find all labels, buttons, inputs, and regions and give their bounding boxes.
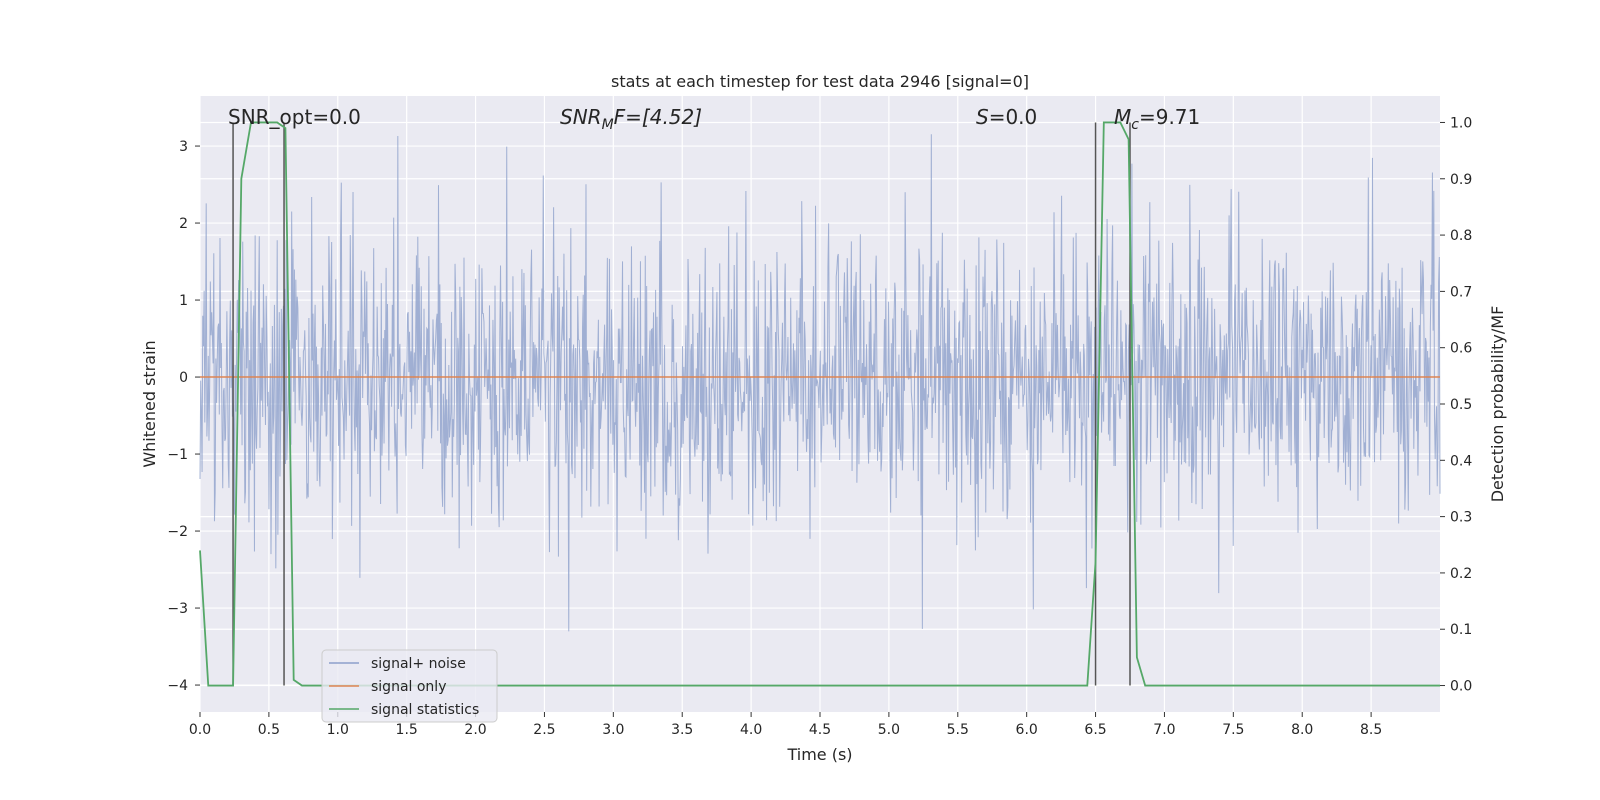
y2-tick-label: 0.9 <box>1450 172 1472 188</box>
annotation-snr-opt: SNR_opt=0.0 <box>228 105 361 129</box>
chart-title: stats at each timestep for test data 294… <box>611 72 1029 91</box>
y2-tick-label: 0.6 <box>1450 341 1472 357</box>
y-tick-label: 2 <box>179 216 188 232</box>
y-tick-label: 1 <box>179 293 188 309</box>
legend-label-signal-only: signal only <box>371 679 446 695</box>
y-tick-label: −1 <box>167 447 188 463</box>
y-tick-label: 3 <box>179 139 188 155</box>
x-tick-label: 0.5 <box>258 722 280 738</box>
y-tick-label: −4 <box>167 678 188 694</box>
y-tick-label: −3 <box>167 601 188 617</box>
series-line-signal-noise <box>199 134 1441 632</box>
x-tick-label: 5.0 <box>878 722 900 738</box>
x-tick-label: 8.0 <box>1291 722 1313 738</box>
x-tick-label: 1.5 <box>396 722 418 738</box>
x-tick-label: 1.0 <box>327 722 349 738</box>
x-tick-label: 7.5 <box>1222 722 1244 738</box>
y2-tick-label: 0.7 <box>1450 284 1472 300</box>
x-tick-label: 3.0 <box>602 722 624 738</box>
y-tick-label: 0 <box>179 370 188 386</box>
x-tick-label: 0.0 <box>189 722 211 738</box>
x-tick-label: 2.0 <box>464 722 486 738</box>
x-tick-label: 4.5 <box>809 722 831 738</box>
y2-tick-label: 1.0 <box>1450 115 1472 131</box>
x-tick-label: 7.0 <box>1153 722 1175 738</box>
x-tick-label: 6.5 <box>1084 722 1106 738</box>
signal-statistics-series <box>199 121 1440 687</box>
signal-noise-series <box>199 134 1441 632</box>
x-tick-label: 2.5 <box>533 722 555 738</box>
x-tick-label: 8.5 <box>1360 722 1382 738</box>
annotation-snr-mf: SNRMF=[4.52] <box>560 105 702 133</box>
y2-axis-label: Detection probability/MF <box>1488 306 1507 503</box>
y2-tick-label: 0.2 <box>1450 566 1472 582</box>
y-axis-label: Whitened strain <box>140 340 159 467</box>
x-axis-label: Time (s) <box>786 745 852 764</box>
x-tick-label: 5.5 <box>947 722 969 738</box>
y2-tick-label: 0.4 <box>1450 453 1472 469</box>
annotation-s: S=0.0 <box>976 105 1037 129</box>
legend-label-signal-noise: signal+ noise <box>371 656 466 672</box>
y2-tick-label: 0.1 <box>1450 622 1472 638</box>
y-tick-label: −2 <box>167 524 188 540</box>
x-tick-label: 6.0 <box>1016 722 1038 738</box>
y2-tick-label: 0.0 <box>1450 679 1472 695</box>
legend-label-signal-statistics: signal statistics <box>371 702 479 718</box>
annotation-mc: Mc=9.71 <box>1114 105 1200 133</box>
y2-tick-label: 0.5 <box>1450 397 1472 413</box>
axis-ticks: 0.0 0.5 1.0 1.5 2.0 2.5 3.0 3.5 4.0 4.5 5.0 5.5 6.0 6… <box>167 115 1472 738</box>
x-tick-label: 3.5 <box>671 722 693 738</box>
series-line-signal-statistics <box>199 121 1440 687</box>
legend: signal+ noise signal only signal statist… <box>321 649 498 723</box>
y2-tick-label: 0.3 <box>1450 510 1472 526</box>
x-tick-label: 4.0 <box>740 722 762 738</box>
y2-tick-label: 0.8 <box>1450 228 1472 244</box>
legend-box <box>321 649 498 723</box>
